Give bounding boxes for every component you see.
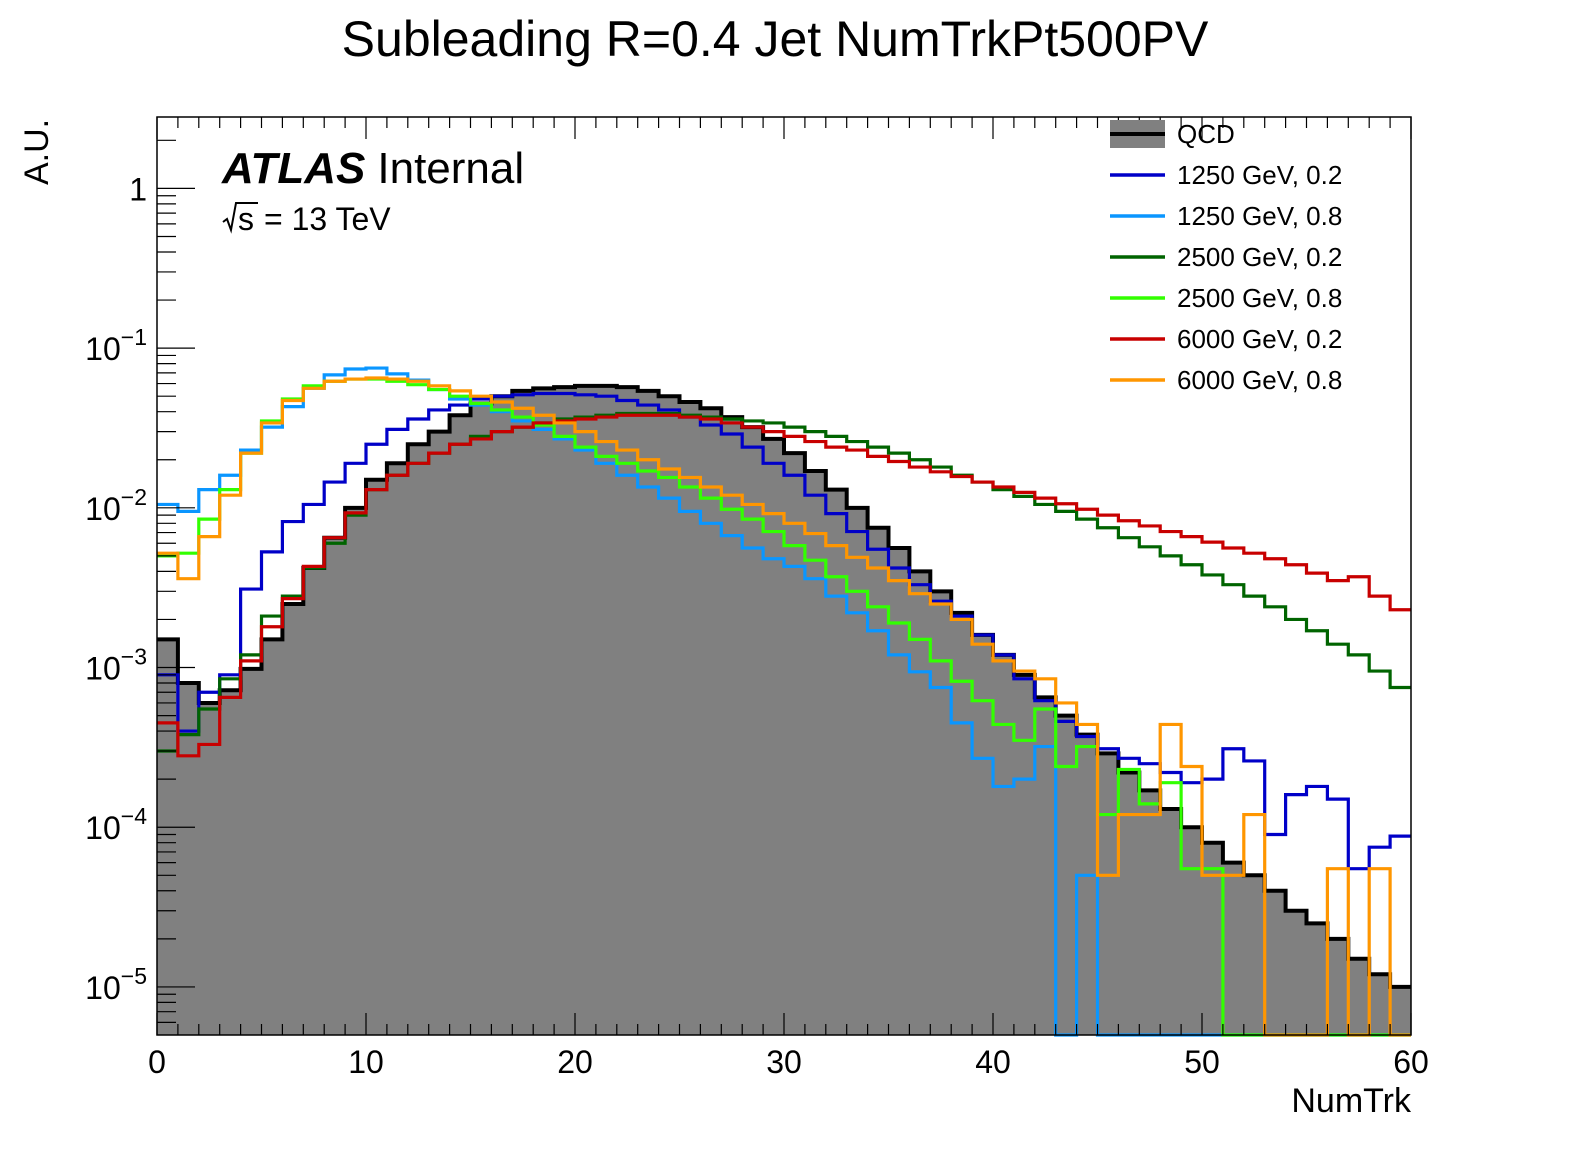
energy-sqrt-s: s	[238, 201, 254, 237]
legend-entry-2500-gev-0-8: 2500 GeV, 0.8	[1110, 283, 1342, 313]
y-tick-label: 10−2	[85, 484, 147, 527]
energy-label: = 13 TeV	[264, 201, 391, 237]
series-1250-gev-0-8	[157, 366, 1411, 1037]
x-tick-label: 40	[975, 1044, 1011, 1080]
series-line-1250-gev-0-8	[157, 366, 1411, 1037]
y-tick-label: 10−3	[85, 644, 147, 687]
x-tick-label: 20	[557, 1044, 593, 1080]
legend-entry-1250-gev-0-2: 1250 GeV, 0.2	[1110, 160, 1342, 190]
atlas-label-experiment: ATLAS	[221, 144, 365, 193]
x-tick-label: 10	[348, 1044, 384, 1080]
legend-entry-qcd: QCD	[1110, 119, 1235, 149]
series-line-6000-gev-0-8	[157, 376, 1411, 1037]
legend-label: 1250 GeV, 0.8	[1177, 201, 1342, 231]
x-tick-label: 30	[766, 1044, 802, 1080]
series-6000-gev-0-2	[157, 413, 1411, 758]
series-layer	[157, 366, 1411, 1037]
legend-entry-6000-gev-0-2: 6000 GeV, 0.2	[1110, 324, 1342, 354]
atlas-label-status: Internal	[377, 144, 524, 193]
legend: QCD 1250 GeV, 0.2 1250 GeV, 0.8 2500 GeV, 0…	[1110, 119, 1342, 395]
sqrt-icon	[222, 202, 258, 234]
legend-label: 6000 GeV, 0.8	[1177, 365, 1342, 395]
legend-entry-6000-gev-0-8: 6000 GeV, 0.8	[1110, 365, 1342, 395]
atlas-label: ATLAS Internal s = 13 TeV	[221, 144, 524, 237]
y-tick-label: 10−4	[85, 803, 147, 846]
legend-label: 2500 GeV, 0.8	[1177, 283, 1342, 313]
legend-entry-1250-gev-0-8: 1250 GeV, 0.8	[1110, 201, 1342, 231]
chart-title: Subleading R=0.4 Jet NumTrkPt500PV	[342, 11, 1209, 67]
series-line-6000-gev-0-2	[157, 413, 1411, 758]
x-tick-label: 0	[148, 1044, 166, 1080]
legend-label: 2500 GeV, 0.2	[1177, 242, 1342, 272]
y-tick-label: 10−5	[85, 963, 147, 1006]
y-tick-label: 10−1	[85, 324, 147, 367]
x-axis-label: NumTrk	[1291, 1082, 1412, 1120]
y-axis-label: A.U.	[18, 119, 56, 185]
legend-label: QCD	[1177, 119, 1235, 149]
x-tick-label: 50	[1184, 1044, 1220, 1080]
legend-label: 6000 GeV, 0.2	[1177, 324, 1342, 354]
legend-entry-2500-gev-0-2: 2500 GeV, 0.2	[1110, 242, 1342, 272]
x-tick-label: 60	[1393, 1044, 1429, 1080]
legend-label: 1250 GeV, 0.2	[1177, 160, 1342, 190]
axes-layer: 0 10 20 30 40 50 60 1 10−1 10−2 10−3 10−4 10−5	[85, 117, 1429, 1080]
series-6000-gev-0-8	[157, 376, 1411, 1037]
y-tick-label: 1	[129, 171, 147, 207]
